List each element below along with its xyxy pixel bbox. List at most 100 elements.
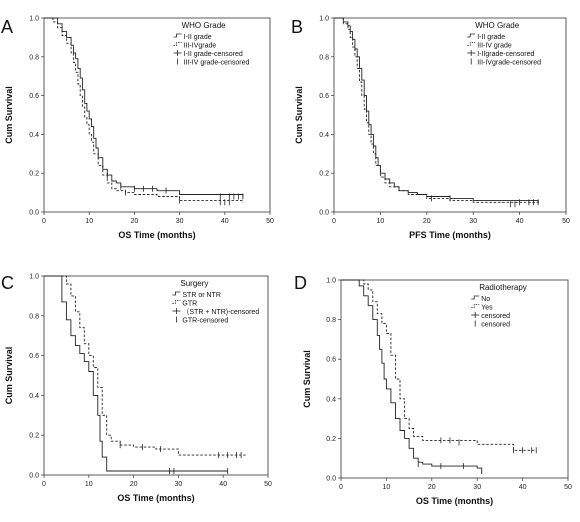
legend-title: Surgery bbox=[180, 279, 208, 288]
series-line-2 bbox=[44, 275, 246, 456]
series-line-1 bbox=[44, 17, 244, 197]
legend-entry: censored bbox=[481, 322, 510, 329]
legend-entry: censored bbox=[481, 313, 510, 320]
legend-entry: III-IV grade-censored bbox=[184, 60, 250, 67]
y-tick-label: 0.4 bbox=[29, 393, 39, 400]
plot-frame bbox=[43, 275, 269, 476]
x-tick-label: 10 bbox=[85, 481, 93, 488]
y-tick-label: 0.2 bbox=[29, 171, 39, 178]
legend-swatch-solid bbox=[173, 33, 182, 38]
legend-title: Radiotherapy bbox=[479, 283, 527, 292]
y-tick-label: 0.4 bbox=[326, 396, 336, 403]
y-tick-label: 0.0 bbox=[319, 210, 329, 217]
y-tick-label: 1.0 bbox=[319, 16, 329, 23]
y-tick-label: 1.0 bbox=[326, 278, 336, 285]
y-tick-label: 0.8 bbox=[29, 54, 39, 61]
legend-entry: Yes bbox=[481, 305, 493, 312]
legend-entry: GTR-censored bbox=[182, 318, 228, 325]
legend-swatch-solid bbox=[467, 33, 476, 38]
y-tick-label: 0.8 bbox=[326, 317, 336, 324]
legend-title: WHO Grade bbox=[475, 21, 520, 30]
legend-swatch-dashed bbox=[173, 42, 182, 46]
y-tick-label: 1.0 bbox=[29, 274, 39, 281]
legend-entry: III-IVgrade-censored bbox=[477, 60, 541, 67]
y-tick-label: 0.6 bbox=[319, 93, 329, 100]
legend-swatch-dashed bbox=[467, 42, 476, 46]
x-tick-label: 50 bbox=[564, 484, 572, 491]
panel-letter: A bbox=[1, 17, 13, 37]
x-axis-label: OS Time (months) bbox=[416, 496, 493, 506]
series-line-2 bbox=[334, 17, 539, 205]
legend-entry: I-II grade bbox=[184, 34, 212, 41]
y-tick-label: 0.4 bbox=[319, 132, 329, 139]
legend-entry: I-II grade bbox=[477, 34, 505, 41]
x-tick-label: 30 bbox=[473, 484, 481, 491]
legend-entry: I-IIgrade-censored bbox=[477, 51, 534, 58]
x-tick-label: 0 bbox=[42, 218, 46, 225]
legend-swatch-solid bbox=[172, 291, 181, 296]
series-line-1 bbox=[341, 279, 483, 474]
panel-letter: C bbox=[1, 273, 14, 293]
y-tick-label: 0.0 bbox=[29, 210, 39, 217]
series-line-1 bbox=[44, 275, 228, 472]
plot-frame bbox=[43, 17, 271, 213]
y-axis-label: Cum Survival bbox=[4, 347, 14, 405]
legend-entry: No bbox=[481, 296, 490, 303]
legend-entry: III-IVgrade bbox=[184, 43, 217, 50]
y-axis-label: Cum Survival bbox=[4, 86, 14, 144]
y-tick-label: 0.6 bbox=[29, 93, 39, 100]
legend-entry: GTR bbox=[182, 301, 197, 308]
legend-title: WHO Grade bbox=[182, 21, 227, 30]
x-tick-label: 10 bbox=[85, 218, 93, 225]
y-axis-label: Cum Survival bbox=[294, 86, 304, 144]
panel-b: B 0 10 20 30 40 50 0.0 0.2 0.4 0.6 0.8 1.0 PFS Time (… bbox=[291, 16, 570, 241]
y-tick-label: 1.0 bbox=[29, 16, 39, 23]
x-tick-label: 30 bbox=[176, 218, 184, 225]
y-tick-label: 0.0 bbox=[326, 476, 336, 483]
legend-entry: （STR + NTR)-censored bbox=[182, 308, 259, 316]
x-tick-label: 50 bbox=[562, 218, 570, 225]
panel-a: A 0 10 20 30 40 50 0.0 0.2 0.4 0.6 0.8 1.0 OS Time (m… bbox=[1, 16, 274, 241]
panel-letter: B bbox=[291, 17, 303, 37]
legend-entry: STR or NTR bbox=[182, 292, 221, 299]
plot-frame bbox=[333, 17, 567, 213]
x-tick-label: 40 bbox=[516, 218, 524, 225]
y-tick-label: 0.0 bbox=[29, 473, 39, 480]
x-tick-label: 50 bbox=[266, 218, 274, 225]
legend-swatch-dashed bbox=[471, 304, 480, 308]
legend-swatch-dashed bbox=[172, 300, 181, 304]
x-tick-label: 40 bbox=[221, 218, 229, 225]
plot-frame bbox=[340, 279, 569, 479]
x-tick-label: 20 bbox=[130, 481, 138, 488]
x-tick-label: 0 bbox=[42, 481, 46, 488]
x-axis-label: OS Time (months) bbox=[117, 493, 194, 503]
y-tick-label: 0.8 bbox=[319, 54, 329, 61]
x-tick-label: 20 bbox=[428, 484, 436, 491]
legend-swatch-solid bbox=[471, 295, 480, 300]
x-axis-label: OS Time (months) bbox=[118, 230, 195, 240]
y-tick-label: 0.2 bbox=[29, 433, 39, 440]
x-tick-label: 30 bbox=[175, 481, 183, 488]
y-tick-label: 0.2 bbox=[326, 436, 336, 443]
x-tick-label: 20 bbox=[423, 218, 431, 225]
x-tick-label: 40 bbox=[519, 484, 527, 491]
x-tick-label: 0 bbox=[332, 218, 336, 225]
y-tick-label: 0.6 bbox=[29, 353, 39, 360]
legend-entry: III-IV grade bbox=[477, 43, 512, 50]
panel-c: C 0 10 20 30 40 50 0.0 0.2 0.4 0.6 0.8 1.0 OS Time (m… bbox=[1, 273, 272, 503]
x-tick-label: 10 bbox=[377, 218, 385, 225]
x-tick-label: 10 bbox=[383, 484, 391, 491]
y-tick-label: 0.2 bbox=[319, 171, 329, 178]
y-tick-label: 0.8 bbox=[29, 313, 39, 320]
legend-entry: I-II grade-censored bbox=[184, 51, 243, 58]
x-tick-label: 50 bbox=[264, 481, 272, 488]
x-tick-label: 0 bbox=[339, 484, 343, 491]
series-line-1 bbox=[334, 17, 539, 203]
series-line-2 bbox=[341, 279, 537, 451]
x-tick-label: 30 bbox=[469, 218, 477, 225]
panel-d: D 0 10 20 30 40 50 0.0 0.2 0.4 0.6 0.8 1.0 OS Time (m… bbox=[294, 273, 572, 506]
x-tick-label: 20 bbox=[131, 218, 139, 225]
y-tick-label: 0.6 bbox=[326, 357, 336, 364]
